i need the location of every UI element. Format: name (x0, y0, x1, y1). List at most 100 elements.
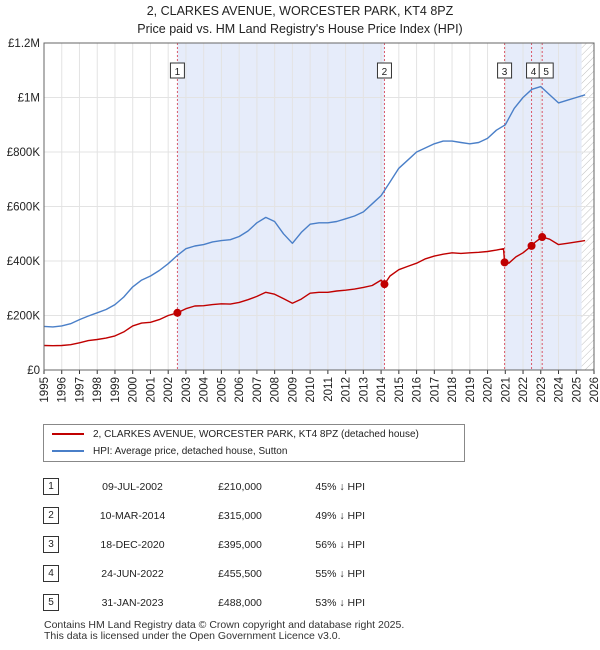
x-tick-label: 2020 (483, 377, 495, 403)
sale-date-cell: 24-JUN-2022 (80, 559, 185, 588)
legend-item-hpi: HPI: Average price, detached house, Sutt… (52, 444, 287, 460)
x-tick-label: 2003 (181, 377, 193, 403)
sale-price: £315,000 (218, 509, 262, 522)
sale-number-badge-cell: 2 (43, 501, 80, 530)
hpi-line (43, 85, 586, 328)
x-tick-label: 2018 (447, 377, 459, 403)
chart-subtitle: Price paid vs. HM Land Registry's House … (137, 22, 462, 36)
legend-swatch-hpi (52, 450, 84, 453)
y-tick-label: £600K (7, 202, 41, 214)
legend-item-property: 2, CLARKES AVENUE, WORCESTER PARK, KT4 8… (52, 427, 419, 443)
sale-label: 2 (382, 67, 388, 78)
sales-table-row: 3 18-DEC-2020 £395,000 56% ↓ HPI (43, 530, 365, 559)
sale-number-badge-cell: 4 (43, 559, 80, 588)
legend: 2, CLARKES AVENUE, WORCESTER PARK, KT4 8… (43, 424, 465, 462)
footer-licence: This data is licensed under the Open Gov… (44, 630, 341, 642)
y-tick-label: £200K (7, 311, 41, 323)
sale-point (173, 308, 182, 317)
sale-hpi-diff: 45% ↓ HPI (315, 480, 365, 493)
x-tick-label: 2024 (554, 376, 566, 402)
x-tick-label: 1998 (92, 377, 104, 403)
sale-point (380, 280, 389, 289)
sale-date: 09-JUL-2002 (102, 480, 163, 493)
sale-price-cell: £395,000 (185, 530, 295, 559)
legend-label-property: 2, CLARKES AVENUE, WORCESTER PARK, KT4 8… (93, 429, 419, 440)
x-tick-label: 2017 (429, 377, 441, 403)
sale-hpi-diff-cell: 45% ↓ HPI (295, 472, 365, 501)
x-tick-label: 2014 (376, 376, 388, 402)
sale-number-badge-cell: 5 (43, 588, 80, 617)
x-tick-label: 2023 (536, 377, 548, 403)
sale-price: £210,000 (218, 480, 262, 493)
sale-hpi-diff: 56% ↓ HPI (315, 538, 365, 551)
price-chart: 2, CLARKES AVENUE, WORCESTER PARK, KT4 8… (7, 4, 600, 403)
sales-table-row: 2 10-MAR-2014 £315,000 49% ↓ HPI (43, 501, 365, 530)
sale-label: 3 (502, 67, 508, 78)
sale-label-box (376, 62, 392, 79)
y-tick-label: £1.2M (8, 38, 40, 50)
x-tick-label: 1999 (110, 377, 122, 403)
footer: Contains HM Land Registry data © Crown c… (44, 620, 404, 642)
x-tick-label: 2019 (465, 377, 477, 403)
sale-hpi-diff: 55% ↓ HPI (315, 567, 365, 580)
x-tick-label: 2006 (234, 377, 246, 403)
sale-label-box (538, 62, 554, 79)
sale-number-badge: 5 (43, 594, 59, 611)
x-tick-label: 2015 (394, 377, 406, 403)
sale-hpi-diff-cell: 49% ↓ HPI (295, 501, 365, 530)
sale-date: 10-MAR-2014 (99, 509, 166, 522)
sale-label-box (497, 62, 513, 79)
sale-date-cell: 31-JAN-2023 (80, 588, 185, 617)
x-tick-label: 1996 (57, 377, 69, 403)
sales-table-row: 4 24-JUN-2022 £455,500 55% ↓ HPI (43, 559, 365, 588)
sale-date: 24-JUN-2022 (101, 567, 164, 580)
sale-point (538, 233, 547, 242)
sale-price-cell: £455,500 (185, 559, 295, 588)
sale-point (527, 241, 536, 250)
x-tick-label: 2005 (216, 377, 228, 403)
footer-copyright: Contains HM Land Registry data © Crown c… (44, 619, 405, 631)
sale-label: 5 (543, 67, 549, 78)
sale-label-box (169, 62, 185, 79)
x-tick-label: 1995 (39, 377, 51, 403)
sale-date: 18-DEC-2020 (100, 538, 165, 551)
y-tick-label: £1M (18, 93, 40, 105)
plot-border (43, 42, 595, 371)
sale-price: £488,000 (218, 596, 262, 609)
x-tick-label: 2002 (163, 377, 175, 403)
y-tick-label: £400K (7, 256, 41, 268)
sale-label: 1 (175, 67, 181, 78)
sale-date-cell: 10-MAR-2014 (80, 501, 185, 530)
x-tick-label: 2001 (145, 377, 157, 403)
x-tick-label: 2004 (199, 376, 211, 402)
x-tick-label: 2021 (500, 377, 512, 403)
y-tick-label: £0 (27, 365, 40, 377)
y-tick-label: £800K (7, 147, 41, 159)
sale-price-cell: £315,000 (185, 501, 295, 530)
x-tick-label: 2022 (518, 377, 530, 403)
legend-label-hpi: HPI: Average price, detached house, Sutt… (93, 446, 288, 457)
x-tick-label: 2025 (571, 377, 583, 403)
x-tick-label: 2016 (412, 377, 424, 403)
sales-table-row: 5 31-JAN-2023 £488,000 53% ↓ HPI (43, 588, 365, 617)
x-tick-label: 1997 (74, 377, 86, 403)
x-tick-label: 2000 (128, 377, 140, 403)
sale-price: £395,000 (218, 538, 262, 551)
sale-number-badge-cell: 3 (43, 530, 80, 559)
x-tick-label: 2007 (252, 377, 264, 403)
x-tick-label: 2026 (589, 377, 600, 403)
sale-date: 31-JAN-2023 (101, 596, 164, 609)
sale-number-badge: 1 (43, 478, 59, 495)
sale-date-cell: 09-JUL-2002 (80, 472, 185, 501)
sale-hpi-diff-cell: 56% ↓ HPI (295, 530, 365, 559)
sale-number-badge: 2 (43, 507, 59, 524)
sale-hpi-diff: 53% ↓ HPI (315, 596, 365, 609)
x-tick-label: 2010 (305, 377, 317, 403)
x-tick-label: 2013 (358, 377, 370, 403)
sale-price-cell: £488,000 (185, 588, 295, 617)
sale-label: 4 (531, 67, 537, 78)
chart-title: 2, CLARKES AVENUE, WORCESTER PARK, KT4 8… (147, 4, 454, 18)
sales-table: 1 09-JUL-2002 £210,000 45% ↓ HPI 2 10-MAR-201… (43, 472, 365, 617)
sale-price-cell: £210,000 (185, 472, 295, 501)
sale-number-badge: 4 (43, 565, 59, 582)
